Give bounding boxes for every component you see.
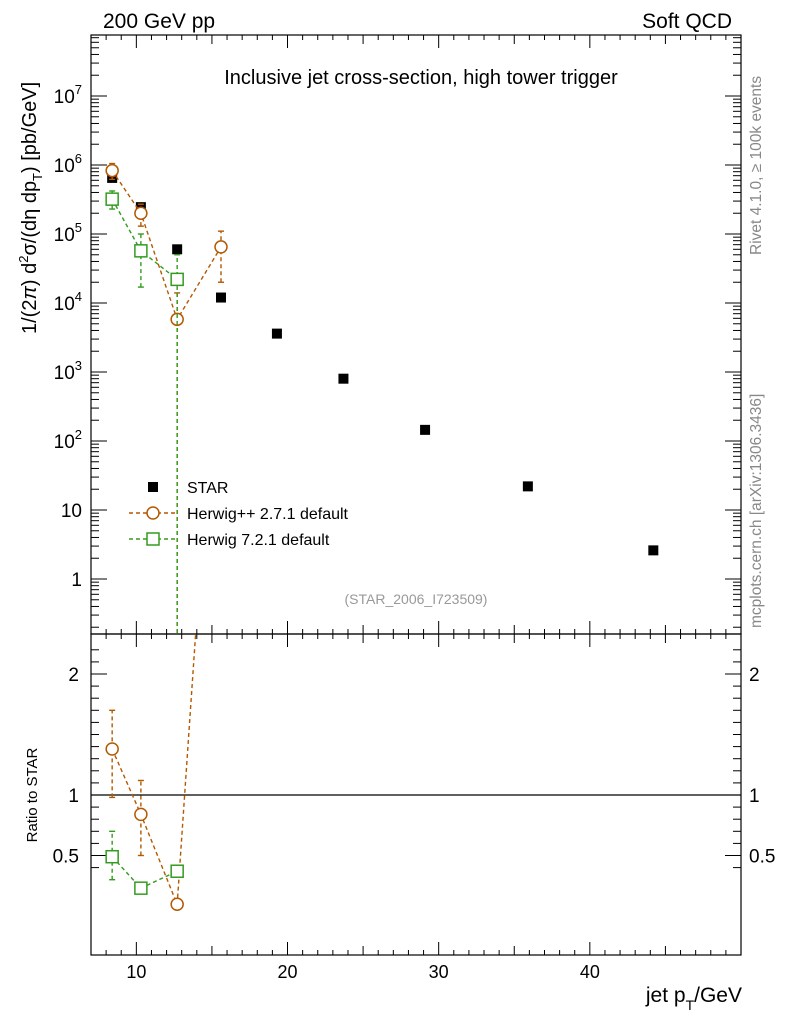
legend-label-star: STAR [187, 480, 228, 497]
ratio-y-tick-label: 0.5 [53, 847, 79, 868]
y-tick-label: 10 [61, 501, 82, 522]
x-tick-label: 40 [580, 962, 600, 982]
star-data-point [172, 244, 183, 255]
main-y-axis-label: 1/(2π) d2σ/(dη dpT) [pb/GeV] [16, 82, 45, 334]
herwigpp-line [111, 170, 222, 321]
ratio-y-tick-label-right: 1 [749, 786, 760, 807]
y-tick-label: 104 [54, 289, 82, 315]
legend-marker-herwigpp [146, 506, 160, 520]
star-data-point [271, 328, 282, 339]
legend-marker-star [148, 482, 158, 492]
x-tick-label: 20 [277, 962, 297, 982]
ratio-herwigpp-point [170, 897, 184, 912]
legend-marker-herwig7 [146, 532, 160, 546]
y-tick-label: 106 [54, 151, 82, 177]
ratio-y-tick-label-right: 0.5 [749, 847, 775, 868]
star-data-point [522, 481, 533, 492]
x-tick-label: 10 [126, 962, 146, 982]
mcplots-label: mcplots.cern.ch [arXiv:1306.3436] [748, 394, 765, 628]
ratio-panel: 10 20 30 40 0.5 0.5 1 1 2 2 [53, 633, 775, 982]
ratio-y-tick-label: 2 [68, 665, 79, 686]
x-axis-label: jet pT/GeV [645, 984, 742, 1013]
star-data-point [216, 292, 226, 303]
herwig7-point [134, 244, 148, 258]
ratio-herwig7-point [105, 849, 119, 864]
star-data-point [420, 424, 431, 435]
analysis-id-label: (STAR_2006_I723509) [345, 591, 488, 607]
main-data-layer [105, 162, 659, 634]
ratio-y-tick-label-right: 2 [749, 665, 760, 686]
ratio-herwig7-point [170, 864, 184, 878]
ratio-herwigpp-point [105, 742, 119, 756]
x-tick-label: 30 [429, 962, 449, 982]
y-tick-label: 105 [54, 220, 82, 246]
main-panel: 1 10 102 103 104 105 106 107 [54, 34, 742, 647]
star-data-point [648, 545, 659, 556]
ratio-y-axis-label: Ratio to STAR [24, 747, 41, 842]
herwig7-point [170, 272, 184, 287]
legend: STAR Herwig++ 2.7.1 default Herwig 7.2.1… [129, 480, 349, 549]
herwigpp-point [214, 240, 228, 254]
star-data-point [338, 373, 349, 384]
ratio-herwigpp-line [111, 634, 197, 905]
y-tick-label: 1 [71, 570, 82, 591]
ratio-data-layer [105, 634, 197, 912]
herwigpp-point [170, 312, 184, 327]
header-right: Soft QCD [642, 10, 732, 33]
ratio-herwigpp-point [134, 807, 148, 822]
y-tick-label: 107 [54, 82, 82, 108]
y-tick-label: 103 [54, 358, 82, 384]
legend-label-herwig7: Herwig 7.2.1 default [187, 532, 330, 549]
y-tick-label: 102 [54, 427, 82, 453]
header-left: 200 GeV pp [103, 10, 215, 33]
chart-title: Inclusive jet cross-section, high tower … [224, 67, 618, 89]
herwig7-point [105, 192, 119, 206]
ratio-y-tick-label: 1 [68, 786, 79, 807]
rivet-version-label: Rivet 4.1.0, ≥ 100k events [748, 76, 765, 255]
legend-label-herwigpp: Herwig++ 2.7.1 default [187, 506, 349, 523]
herwigpp-point [105, 163, 119, 178]
herwigpp-point [134, 206, 148, 220]
ratio-herwig7-point [134, 881, 148, 895]
